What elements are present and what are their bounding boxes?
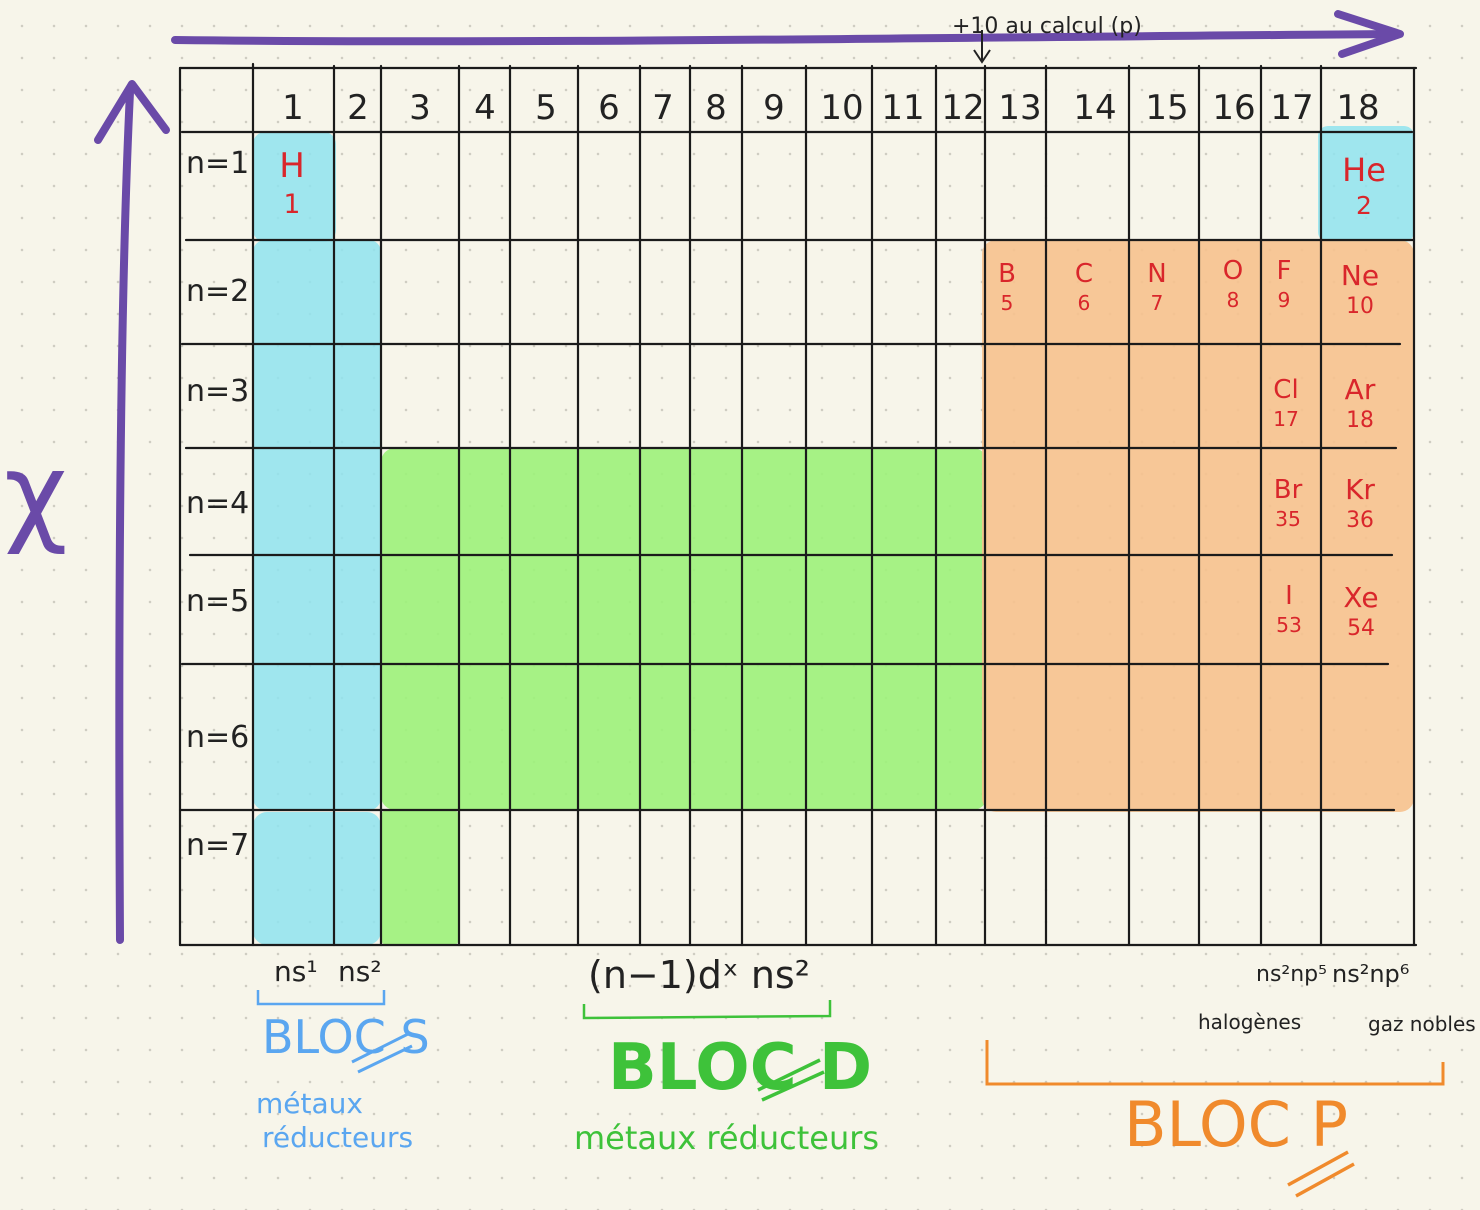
- element-number: 7: [1150, 290, 1164, 315]
- period-label: n=7: [186, 828, 250, 863]
- element-symbol: I: [1285, 581, 1293, 611]
- s-block-subtitle: réducteurs: [262, 1121, 414, 1154]
- element-symbol: B: [998, 259, 1016, 289]
- element-symbol: Ar: [1344, 373, 1376, 406]
- group-label: 6: [598, 88, 620, 128]
- element-cell-i: I 53: [1276, 580, 1302, 638]
- s-underline: [351, 1032, 413, 1074]
- group-label: 11: [881, 88, 925, 128]
- he-cell-region: [1318, 126, 1414, 242]
- group-label: 13: [998, 88, 1042, 128]
- element-number: 10: [1346, 294, 1374, 319]
- s-block-region: [253, 240, 381, 810]
- element-number: 54: [1347, 616, 1375, 641]
- period-label: n=4: [186, 486, 250, 521]
- element-number: 18: [1346, 408, 1374, 433]
- element-symbol: N: [1147, 259, 1167, 289]
- noble-config-label: ns²np⁶: [1332, 960, 1410, 988]
- element-number: 2: [1356, 191, 1372, 220]
- element-cell-br: Br 35: [1274, 474, 1303, 532]
- gaz-nobles-label: gaz nobles: [1368, 1012, 1476, 1036]
- d-block-title: BLOC D: [608, 1031, 873, 1105]
- element-symbol: He: [1342, 151, 1386, 189]
- element-number: 6: [1077, 290, 1091, 315]
- group-label: 8: [705, 88, 727, 128]
- d-block-subtitle: métaux réducteurs: [574, 1119, 880, 1157]
- element-symbol: C: [1074, 259, 1094, 289]
- group-label: 12: [941, 88, 985, 128]
- element-symbol: F: [1276, 256, 1292, 286]
- element-cell-he: He 2: [1342, 150, 1386, 221]
- element-number: 1: [283, 188, 301, 220]
- top-arrow: [171, 30, 1399, 46]
- group-label: 1: [282, 88, 304, 128]
- element-number: 5: [1000, 290, 1014, 315]
- element-symbol: Br: [1273, 475, 1303, 505]
- element-symbol: Kr: [1345, 473, 1375, 506]
- period-label: n=1: [186, 146, 250, 181]
- p-block-title: BLOC P: [1124, 1088, 1349, 1161]
- pointer-arrow: [973, 30, 991, 64]
- left-arrow: [115, 88, 134, 944]
- element-cell-ne: Ne 10: [1341, 258, 1379, 320]
- period-label: n=2: [186, 274, 250, 309]
- group-label: 5: [535, 88, 557, 128]
- element-symbol: Ne: [1340, 259, 1380, 292]
- element-symbol: Xe: [1343, 581, 1379, 614]
- p-block-bracket: [985, 1040, 1445, 1086]
- element-symbol: H: [279, 146, 305, 186]
- d-underline: [757, 1058, 825, 1102]
- group-label: 4: [474, 88, 496, 128]
- s-block-region: [253, 132, 336, 242]
- group-label: 14: [1073, 88, 1117, 128]
- element-number: 35: [1275, 506, 1301, 531]
- s-block-title: BLOC S: [262, 1010, 430, 1064]
- period-label: n=6: [186, 720, 250, 755]
- group-label: 18: [1336, 88, 1380, 128]
- ns1-label: ns¹: [274, 955, 318, 988]
- p-underline: [1287, 1150, 1355, 1198]
- s-block-region: [253, 812, 381, 945]
- period-label: n=5: [186, 584, 250, 619]
- element-cell-kr: Kr 36: [1345, 472, 1375, 534]
- group-label: 15: [1145, 88, 1189, 128]
- element-symbol: Cl: [1273, 375, 1299, 405]
- element-number: 17: [1273, 406, 1299, 431]
- element-number: 8: [1226, 287, 1240, 312]
- group-label: 17: [1270, 88, 1314, 128]
- element-cell-xe: Xe 54: [1343, 580, 1378, 642]
- top-arrow-note: +10 au calcul (p): [952, 14, 1142, 39]
- left-axis-label: χ: [4, 429, 68, 557]
- group-label: 7: [652, 88, 674, 128]
- d-config-label: (n−1)dˣ ns²: [588, 953, 810, 997]
- d-block-region: [381, 448, 987, 810]
- s-block-subtitle: métaux: [256, 1087, 363, 1120]
- element-number: 53: [1276, 612, 1302, 637]
- group-label: 16: [1212, 88, 1256, 128]
- halogenes-label: halogènes: [1198, 1010, 1302, 1034]
- group-label: 2: [347, 88, 369, 128]
- d-block-bracket: [582, 1000, 832, 1020]
- group-label: 3: [409, 88, 431, 128]
- d-block-region-row7: [381, 810, 459, 945]
- group-label: 9: [763, 88, 785, 128]
- period-label: n=3: [186, 374, 250, 409]
- s-block-bracket: [256, 990, 386, 1006]
- element-symbol: O: [1222, 256, 1244, 286]
- ns2-label: ns²: [338, 955, 382, 988]
- group-label: 10: [820, 88, 864, 128]
- halogen-config-label: ns²np⁵: [1256, 962, 1327, 987]
- element-cell-ar: Ar 18: [1345, 372, 1376, 434]
- element-number: 36: [1346, 508, 1374, 533]
- element-number: 9: [1277, 287, 1291, 312]
- element-cell-cl: Cl 17: [1273, 374, 1299, 432]
